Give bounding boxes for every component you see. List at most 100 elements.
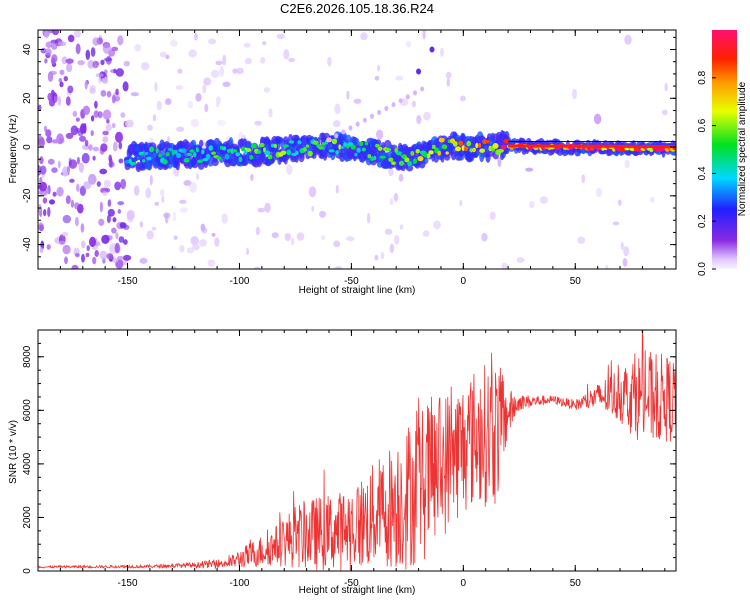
spectrogram-y-tick-label: 40 <box>22 44 33 56</box>
spectrogram-ridge-cell <box>412 158 418 164</box>
spectrogram-noise-cell <box>65 132 74 139</box>
spectrogram-ridge-cell <box>410 150 415 156</box>
spectrogram-ridge-cell <box>503 138 509 144</box>
spectrogram-noise-cell <box>145 187 152 199</box>
colorbar: 0.0 0.2 0.4 0.6 0.8 Normalized spectral ampl… <box>697 30 748 276</box>
spectrogram-noise-cell <box>108 154 112 163</box>
spectrogram-noise-cell <box>75 117 80 122</box>
spectrogram-noise-cell <box>117 201 125 206</box>
spectrogram-noise-cell <box>70 199 75 208</box>
spectrogram-streak-cell <box>384 106 389 112</box>
spectrogram-ridge-cell <box>492 143 499 149</box>
spectrogram-noise-cell <box>56 186 64 197</box>
spectrogram-noise-cell <box>172 211 177 222</box>
spectrogram-x-tick-label: 0 <box>461 276 467 287</box>
spectrogram-noise-cell <box>179 245 185 253</box>
spectrogram-ridge-cell <box>426 153 430 159</box>
spectrogram-noise-cell <box>232 68 238 74</box>
spectrogram-noise-cell <box>117 35 124 46</box>
snr-marks <box>38 330 676 571</box>
snr-x-tick-label: -150 <box>118 578 138 589</box>
spectrogram-y-tick-label: -40 <box>22 237 33 252</box>
spectrogram-noise-cell <box>51 57 56 65</box>
spectrogram-ridge-cell <box>192 152 197 158</box>
spectrogram-noise-cell <box>198 239 207 247</box>
spectrogram-ridge-cell <box>224 153 230 160</box>
spectrogram-noise-cell <box>192 243 200 251</box>
spectrogram-ridge-cell <box>241 146 246 152</box>
spectrogram-noise-cell <box>481 232 488 242</box>
snr-y-tick-label: 6000 <box>22 399 33 422</box>
spectrogram-noise-cell <box>89 236 96 247</box>
spectrogram-noise-cell <box>516 257 525 263</box>
spectrogram-noise-cell <box>489 211 496 221</box>
spectrogram-noise-cell <box>44 58 48 64</box>
spectrogram-noise-cell <box>38 165 42 176</box>
spectrogram-ridge-cell <box>395 151 402 156</box>
spectrogram-noise-cell <box>422 30 426 40</box>
spectrogram-noise-cell <box>65 195 71 205</box>
spectrogram-streak-cell <box>327 137 332 143</box>
spectrogram-ridge-cell <box>458 140 464 146</box>
spectrogram-noise-cell <box>39 247 44 254</box>
spectrogram-noise-cell <box>102 136 109 143</box>
spectrogram-noise-cell <box>106 119 110 124</box>
spectrogram-noise-cell <box>161 195 165 203</box>
spectrogram-ridge-halo <box>422 157 429 165</box>
spectrogram-noise-cell <box>72 110 78 117</box>
spectrogram-ridge-cell <box>283 144 289 148</box>
spectrogram-ridge-cell <box>307 150 313 157</box>
spectrogram-noise-cell <box>75 253 80 258</box>
spectrogram-ridge-cell <box>497 149 504 153</box>
spectrogram-noise-cell <box>139 257 148 264</box>
spectrogram-ridge-cell <box>288 140 295 144</box>
spectrogram-noise-cell <box>346 236 355 242</box>
spectrogram-streak-cell <box>369 113 374 119</box>
spectrogram-noise-cell <box>70 125 79 136</box>
spectrogram-noise-cell <box>112 141 118 152</box>
spectrogram-noise-cell <box>65 58 74 64</box>
spectrogram-ridge-cell <box>257 149 261 155</box>
spectrogram-ridge-halo <box>283 155 288 165</box>
spectrogram-noise-cell <box>446 77 451 87</box>
spectrogram-ridge-cell <box>264 150 271 155</box>
spectrogram-isolated-point <box>429 46 435 53</box>
spectrogram-noise-cell <box>105 123 112 132</box>
spectrogram-noise-cell <box>423 111 431 121</box>
spectrogram-streak-cell <box>334 133 339 139</box>
spectrogram-noise-cell <box>99 250 108 260</box>
spectrogram-ridge-cell <box>434 147 439 154</box>
spectrogram-y-tick-label: 20 <box>22 92 33 104</box>
spectrogram-noise-cell <box>117 209 122 214</box>
spectrogram-noise-cell <box>103 57 113 62</box>
spectrogram-noise-cell <box>130 92 139 97</box>
spectrogram-noise-cell <box>501 262 508 269</box>
spectrogram-noise-cell <box>101 234 110 244</box>
spectrogram-noise-cell <box>76 183 80 192</box>
spectrogram-noise-cell <box>624 34 632 45</box>
spectrogram-noise-cell <box>65 96 71 106</box>
spectrogram-noise-cell <box>389 243 395 254</box>
spectrogram-noise-cell <box>525 167 534 172</box>
spectrogram-ridge-cell <box>259 142 265 148</box>
spectrogram-y-axis: -40 -20 0 20 40 <box>22 36 676 270</box>
spectrogram-noise-cell <box>46 136 53 144</box>
spectrogram-noise-cell <box>88 173 97 185</box>
spectrogram-noise-cell <box>164 98 172 105</box>
spectrogram-noise-cell <box>118 236 125 243</box>
spectrogram-noise-cell <box>183 180 192 186</box>
spectrogram-noise-cell <box>605 264 609 269</box>
spectrogram-noise-cell <box>46 244 51 250</box>
spectrogram-ridge-cell <box>297 140 302 145</box>
spectrogram-noise-cell <box>51 43 58 50</box>
spectrogram-ridge-cell <box>136 156 140 161</box>
spectrogram-ridge-cell <box>485 140 490 144</box>
spectrogram-noise-cell <box>114 242 120 254</box>
spectrogram-ridge-cell <box>477 143 482 148</box>
spectrogram-marks <box>38 30 676 269</box>
spectrogram-ridge-cell <box>158 153 162 158</box>
spectrogram-noise-cell <box>334 103 341 115</box>
spectrogram-noise-cell <box>179 199 187 204</box>
spectrogram-ridge-cell <box>370 156 374 162</box>
spectrogram-noise-cell <box>216 96 221 105</box>
